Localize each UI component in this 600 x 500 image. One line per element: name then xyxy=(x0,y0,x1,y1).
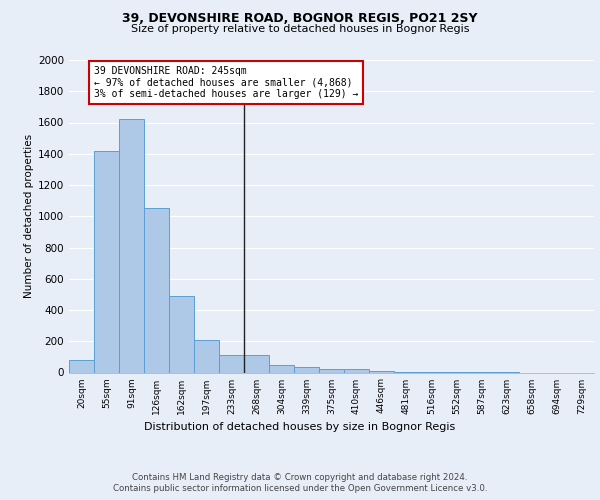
Bar xyxy=(319,368,344,372)
Y-axis label: Number of detached properties: Number of detached properties xyxy=(24,134,34,298)
Bar xyxy=(269,364,294,372)
Bar xyxy=(119,120,144,372)
Bar xyxy=(244,356,269,372)
Text: 39, DEVONSHIRE ROAD, BOGNOR REGIS, PO21 2SY: 39, DEVONSHIRE ROAD, BOGNOR REGIS, PO21 … xyxy=(122,12,478,26)
Text: Contains HM Land Registry data © Crown copyright and database right 2024.: Contains HM Land Registry data © Crown c… xyxy=(132,472,468,482)
Text: 39 DEVONSHIRE ROAD: 245sqm
← 97% of detached houses are smaller (4,868)
3% of se: 39 DEVONSHIRE ROAD: 245sqm ← 97% of deta… xyxy=(94,66,358,100)
Bar xyxy=(69,360,94,372)
Bar xyxy=(369,371,394,372)
Bar xyxy=(219,356,244,372)
Bar xyxy=(344,370,369,372)
Bar xyxy=(144,208,169,372)
Bar xyxy=(294,367,319,372)
Text: Size of property relative to detached houses in Bognor Regis: Size of property relative to detached ho… xyxy=(131,24,469,34)
Bar xyxy=(169,296,194,372)
Bar xyxy=(94,150,119,372)
Text: Contains public sector information licensed under the Open Government Licence v3: Contains public sector information licen… xyxy=(113,484,487,493)
Bar xyxy=(194,340,219,372)
Text: Distribution of detached houses by size in Bognor Regis: Distribution of detached houses by size … xyxy=(145,422,455,432)
